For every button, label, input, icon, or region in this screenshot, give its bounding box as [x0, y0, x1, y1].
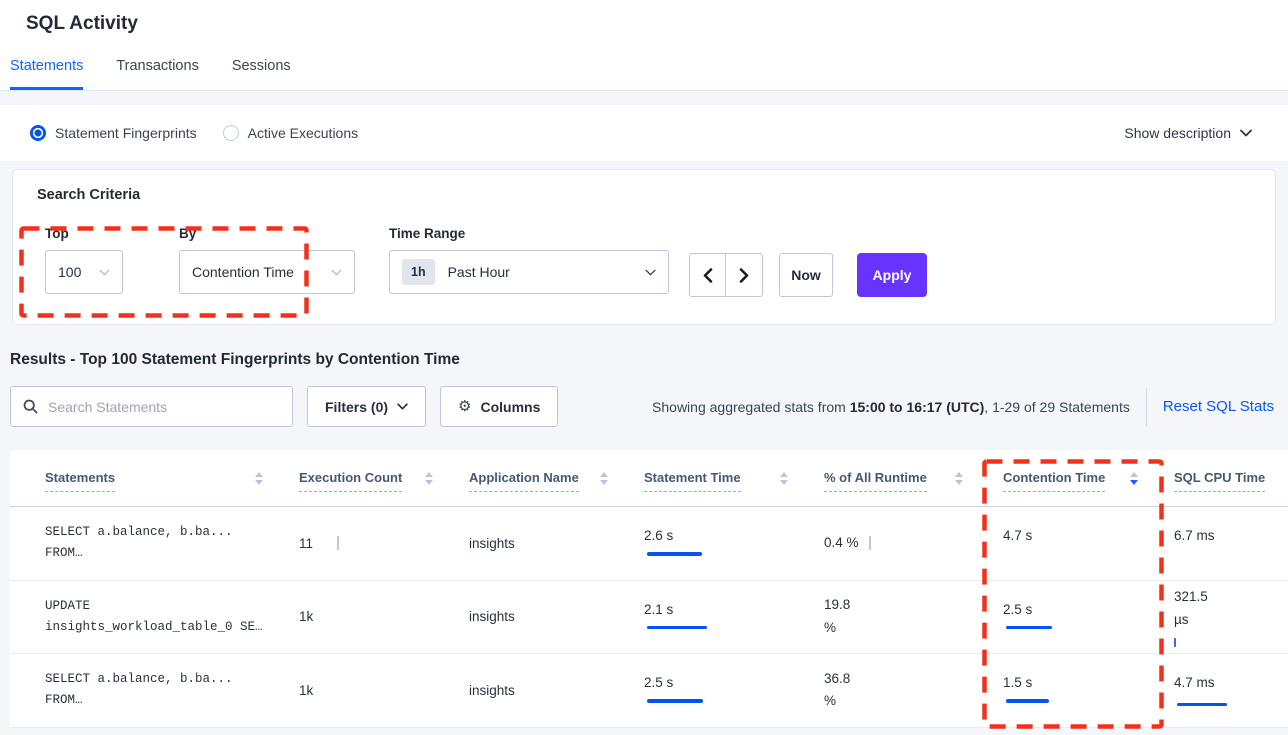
top-label: Top: [45, 226, 69, 241]
statement-time-cell: 2.1 s: [630, 581, 810, 654]
radio-unselected-icon: [222, 125, 239, 141]
chevron-down-icon: [1240, 129, 1252, 137]
reset-sql-stats-link[interactable]: Reset SQL Stats: [1162, 398, 1274, 415]
pct-runtime-bar: [868, 536, 871, 551]
by-select[interactable]: Contention Time: [179, 250, 355, 294]
column-header-sql-cpu-time[interactable]: SQL CPU Time: [1160, 450, 1288, 506]
application-name-cell: insights: [469, 609, 515, 625]
statement-fingerprint-link[interactable]: SELECT a.balance, b.ba... FROM…: [45, 525, 233, 561]
search-icon: [23, 399, 38, 414]
time-range-group: Time Range 1h Past Hour: [389, 226, 669, 297]
sort-icon: [600, 471, 608, 485]
application-name-cell: insights: [469, 682, 515, 698]
contention-time-cell: 4.7 s: [1003, 528, 1033, 544]
pct-runtime-cell: 0.4 %: [810, 507, 985, 580]
table-header-row: Statements Execution Count Application N…: [10, 450, 1288, 507]
tab-sessions[interactable]: Sessions: [231, 58, 291, 74]
columns-button[interactable]: ⚙ Columns: [440, 386, 559, 427]
divider: [1145, 387, 1147, 426]
application-name-cell: insights: [469, 535, 515, 551]
gear-icon: ⚙: [458, 397, 472, 415]
statement-fingerprint-link[interactable]: UPDATE insights_workload_table_0 SE…: [45, 598, 263, 634]
showing-stats-text: Showing aggregated stats from 15:00 to 1…: [652, 398, 1130, 415]
column-header-statements[interactable]: Statements: [10, 450, 285, 506]
view-toggle-band: Statement Fingerprints Active Executions…: [0, 105, 1288, 161]
top-field-group: Top 100: [45, 226, 123, 297]
sort-icon: [780, 471, 788, 485]
chevron-down-icon: [645, 269, 656, 276]
contention-time-cell: 1.5 s: [985, 654, 1160, 727]
execution-count-cell: 1k: [299, 682, 314, 698]
time-nav-arrows: [689, 253, 763, 297]
chevron-left-icon: [703, 267, 712, 283]
statement-fingerprint-link[interactable]: SELECT a.balance, b.ba... FROM…: [45, 672, 233, 708]
statement-time-cell: 2.6 s: [630, 507, 810, 580]
search-criteria-title: Search Criteria: [37, 187, 141, 203]
time-range-select[interactable]: 1h Past Hour: [389, 250, 669, 294]
statements-table: Statements Execution Count Application N…: [10, 450, 1288, 728]
top-select-value: 100: [58, 264, 82, 280]
filters-button[interactable]: Filters (0): [307, 386, 427, 427]
time-range-value: Past Hour: [447, 264, 510, 280]
results-toolbar: Filters (0) ⚙ Columns Showing aggregated…: [10, 386, 1278, 427]
show-description-toggle[interactable]: Show description: [1124, 125, 1258, 141]
pct-runtime-cell: 19.8 %: [824, 597, 851, 635]
chevron-right-icon: [739, 267, 749, 283]
tab-transactions[interactable]: Transactions: [116, 58, 199, 74]
statement-time-cell: 2.5 s: [630, 654, 810, 727]
table-row: SELECT a.balance, b.ba... FROM… 1k insigh…: [10, 654, 1288, 728]
filters-label: Filters (0): [325, 398, 389, 415]
search-statements-box: [10, 386, 293, 427]
table-row: SELECT a.balance, b.ba... FROM… 11 insigh…: [10, 507, 1288, 581]
tab-bar: Statements Transactions Sessions: [0, 58, 1288, 91]
column-header-application-name[interactable]: Application Name: [455, 450, 630, 506]
chevron-down-icon: [331, 269, 342, 276]
radio-label: Active Executions: [247, 125, 359, 141]
sort-desc-active-icon: [1130, 471, 1138, 485]
show-description-label: Show description: [1124, 125, 1231, 141]
search-criteria-card: Search Criteria Top 100 By Contention Ti…: [12, 169, 1276, 325]
apply-button[interactable]: Apply: [857, 253, 927, 297]
sql-cpu-time-bar: [1174, 638, 1176, 648]
sql-cpu-time-cell: 6.7 ms: [1174, 527, 1215, 543]
results-title: Results - Top 100 Statement Fingerprints…: [10, 351, 460, 368]
execution-count-bar: [337, 536, 339, 551]
by-field-group: By Contention Time: [179, 226, 355, 297]
chevron-down-icon: [99, 269, 110, 276]
radio-selected-icon: [30, 125, 46, 141]
sort-icon: [255, 471, 263, 485]
sort-icon: [955, 471, 963, 485]
sql-cpu-time-cell: 4.7 ms: [1160, 654, 1288, 727]
column-header-execution-count[interactable]: Execution Count: [285, 450, 455, 506]
radio-label: Statement Fingerprints: [55, 125, 197, 141]
top-select[interactable]: 100: [45, 250, 123, 294]
now-button[interactable]: Now: [779, 253, 833, 297]
sort-icon: [425, 471, 433, 485]
radio-statement-fingerprints[interactable]: Statement Fingerprints: [30, 125, 197, 141]
table-row: UPDATE insights_workload_table_0 SE… 1k i…: [10, 581, 1288, 654]
contention-time-cell: 2.5 s: [985, 581, 1160, 654]
execution-count-cell: 11: [285, 507, 455, 580]
sql-cpu-time-cell: 321.5 µs: [1160, 581, 1288, 654]
time-range-label: Time Range: [389, 226, 466, 241]
tab-statements[interactable]: Statements: [10, 58, 84, 90]
radio-active-executions[interactable]: Active Executions: [222, 125, 359, 141]
by-select-value: Contention Time: [192, 264, 294, 280]
column-header-pct-runtime[interactable]: % of All Runtime: [810, 450, 985, 506]
search-statements-input[interactable]: [48, 398, 280, 415]
by-label: By: [179, 226, 197, 241]
page-header: SQL Activity Statements Transactions Ses…: [0, 0, 1288, 91]
execution-count-cell: 1k: [299, 609, 314, 625]
prev-time-button[interactable]: [690, 254, 726, 296]
column-header-statement-time[interactable]: Statement Time: [630, 450, 810, 506]
pct-runtime-cell: 36.8 %: [824, 670, 851, 709]
time-range-badge: 1h: [402, 259, 435, 285]
page-title: SQL Activity: [26, 13, 138, 34]
columns-label: Columns: [480, 398, 541, 415]
column-header-contention-time[interactable]: Contention Time: [985, 450, 1160, 506]
chevron-down-icon: [397, 403, 408, 410]
next-time-button[interactable]: [726, 254, 762, 296]
